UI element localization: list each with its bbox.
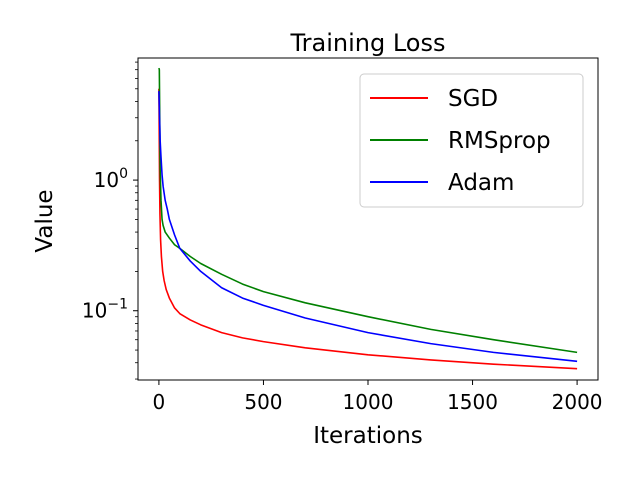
x-tick-label: 2000 — [552, 390, 603, 414]
x-axis: 0 500 1000 1500 2000 — [153, 380, 603, 414]
y-axis: 100 10−1 — [82, 61, 138, 380]
series-layer — [158, 67, 578, 370]
legend-label: RMSprop — [448, 128, 551, 154]
x-tick-label: 1000 — [343, 390, 394, 414]
x-tick-label: 500 — [244, 390, 282, 414]
x-axis-label: Iterations — [313, 423, 423, 449]
x-tick-label: 0 — [153, 390, 166, 414]
y-tick-label: 10−1 — [82, 297, 128, 323]
series-line-sgd — [158, 88, 578, 370]
chart-title: Training Loss — [290, 29, 446, 57]
legend-label: Adam — [448, 170, 514, 196]
legend: SGD RMSprop Adam — [359, 73, 584, 208]
legend-box — [359, 73, 584, 208]
y-tick-label: 100 — [94, 166, 128, 192]
x-tick-label: 1500 — [447, 390, 498, 414]
series-line-adam — [158, 91, 578, 363]
legend-label: SGD — [448, 86, 498, 112]
y-axis-label: Value — [32, 189, 58, 252]
